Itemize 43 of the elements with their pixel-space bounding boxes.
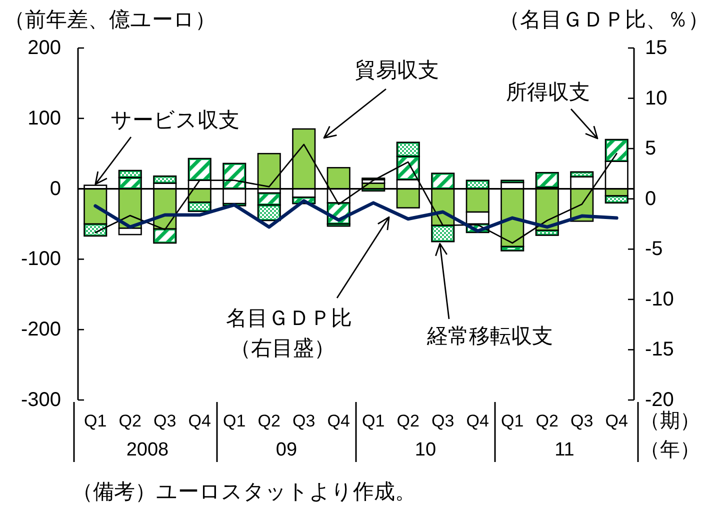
x-tick-label: Q4 [327, 412, 350, 430]
x-tick-label: Q3 [570, 412, 594, 430]
y-tick-label: 100 [28, 107, 61, 130]
y-tick-label: -100 [20, 248, 61, 270]
y-axis-title: （前年差、億ユーロ） [4, 8, 216, 32]
x-tick-label: Q3 [432, 412, 454, 430]
y-tick-label: 200 [28, 37, 61, 59]
x-tick-label: Q1 [84, 412, 107, 430]
text: 09 [276, 440, 298, 460]
y2-tick-label: 10 [645, 87, 668, 110]
text: 11 [554, 440, 574, 460]
x-tick-label: Q4 [466, 412, 489, 430]
text: 名目ＧＤＰ比（右目盛） [226, 306, 352, 360]
y2-tick-label: -20 [645, 389, 674, 411]
y2-tick-label: -10 [645, 288, 674, 310]
text: サービス収支 [110, 108, 240, 132]
x-tick-label: Q2 [258, 412, 280, 430]
x-tick-label: Q1 [362, 412, 385, 430]
y2-tick-label: 15 [645, 37, 668, 59]
y2-axis-title: （名目ＧＤＰ比、％） [499, 8, 709, 32]
y2-tick-label: 0 [645, 188, 656, 210]
x-tick-label: Q1 [223, 412, 246, 430]
x-tick-label: Q3 [292, 412, 316, 430]
x-tick-label: Q3 [154, 412, 176, 430]
text: （備考）ユーロスタットより作成。 [72, 480, 416, 504]
series-label: 所得収支 [506, 80, 590, 104]
x-axis-title: （期）（年） [640, 410, 700, 461]
y2-tick-label: 5 [645, 138, 656, 160]
x-tick-label: Q4 [605, 412, 628, 430]
y-tick-label: -200 [20, 318, 61, 341]
text: 貿易収支 [355, 58, 439, 82]
y-tick-label: -300 [20, 389, 61, 411]
y-tick-label: 0 [50, 178, 61, 200]
x-tick-label: Q1 [501, 412, 524, 430]
text: 10 [414, 440, 436, 460]
x-tick-label: Q2 [536, 412, 558, 430]
y2-tick-label: -5 [645, 238, 663, 260]
x-tick-label: Q2 [118, 412, 142, 430]
x-tick-label: Q2 [396, 412, 420, 430]
y2-tick-label: -15 [645, 338, 674, 361]
text: 経常移転収支 [426, 324, 553, 348]
text: 2008 [126, 440, 169, 460]
x-tick-label: Q4 [188, 412, 211, 430]
